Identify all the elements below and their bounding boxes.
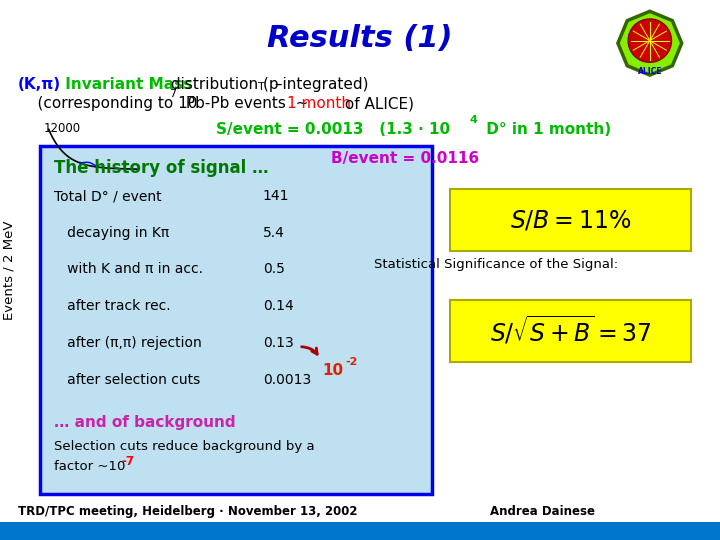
- Text: -7: -7: [121, 455, 134, 468]
- Text: Andrea Dainese: Andrea Dainese: [490, 505, 595, 518]
- Text: $S / B = 11\%$: $S / B = 11\%$: [510, 208, 631, 232]
- Text: Pb-Pb events  ~: Pb-Pb events ~: [181, 96, 313, 111]
- Text: 0.13: 0.13: [263, 336, 294, 350]
- Text: 0.14: 0.14: [263, 299, 294, 313]
- Text: after track rec.: after track rec.: [54, 299, 171, 313]
- Circle shape: [628, 19, 672, 62]
- Text: 0.0013: 0.0013: [263, 373, 311, 387]
- Text: of ALICE): of ALICE): [340, 96, 414, 111]
- Text: … and of background: … and of background: [54, 415, 235, 430]
- Text: 141: 141: [263, 189, 289, 203]
- Text: Selection cuts reduce background by a: Selection cuts reduce background by a: [54, 440, 315, 453]
- Text: 4: 4: [469, 115, 477, 125]
- Text: 1 month: 1 month: [287, 96, 351, 111]
- Text: 5.4: 5.4: [263, 226, 284, 240]
- Text: 12000: 12000: [43, 122, 81, 134]
- Text: Results (1): Results (1): [267, 24, 453, 53]
- Polygon shape: [618, 11, 682, 75]
- Text: (K,π): (K,π): [18, 77, 61, 92]
- Text: decaying in Kπ: decaying in Kπ: [54, 226, 169, 240]
- Text: distribution (p: distribution (p: [166, 77, 279, 92]
- Text: 7: 7: [169, 89, 176, 99]
- Text: S/event = 0.0013   (1.3 · 10: S/event = 0.0013 (1.3 · 10: [216, 122, 450, 137]
- Text: The history of signal …: The history of signal …: [54, 159, 269, 177]
- Text: (corresponding to 10: (corresponding to 10: [18, 96, 197, 111]
- Text: –integrated): –integrated): [270, 77, 369, 92]
- Text: D° in 1 month): D° in 1 month): [481, 122, 611, 137]
- Text: $S/\sqrt{S+B} = 37$: $S/\sqrt{S+B} = 37$: [490, 314, 652, 347]
- Text: ALICE: ALICE: [637, 68, 662, 77]
- Text: T: T: [258, 82, 265, 92]
- Text: Events / 2 MeV: Events / 2 MeV: [2, 220, 15, 320]
- Text: B/event = 0.0116: B/event = 0.0116: [331, 151, 480, 166]
- Text: Statistical Significance of the Signal:: Statistical Significance of the Signal:: [374, 258, 618, 271]
- Text: -2: -2: [346, 357, 358, 368]
- Text: after selection cuts: after selection cuts: [54, 373, 200, 387]
- Bar: [0, 522, 720, 540]
- Text: factor ~10: factor ~10: [54, 460, 125, 473]
- Text: Invariant Mass: Invariant Mass: [60, 77, 192, 92]
- Text: TRD/TPC meeting, Heidelberg · November 13, 2002: TRD/TPC meeting, Heidelberg · November 1…: [18, 505, 358, 518]
- Text: Total D° / event: Total D° / event: [54, 189, 161, 203]
- Text: 0.5: 0.5: [263, 262, 284, 276]
- Text: 10: 10: [323, 363, 343, 378]
- Text: after (π,π) rejection: after (π,π) rejection: [54, 336, 202, 350]
- Text: with K and π in acc.: with K and π in acc.: [54, 262, 203, 276]
